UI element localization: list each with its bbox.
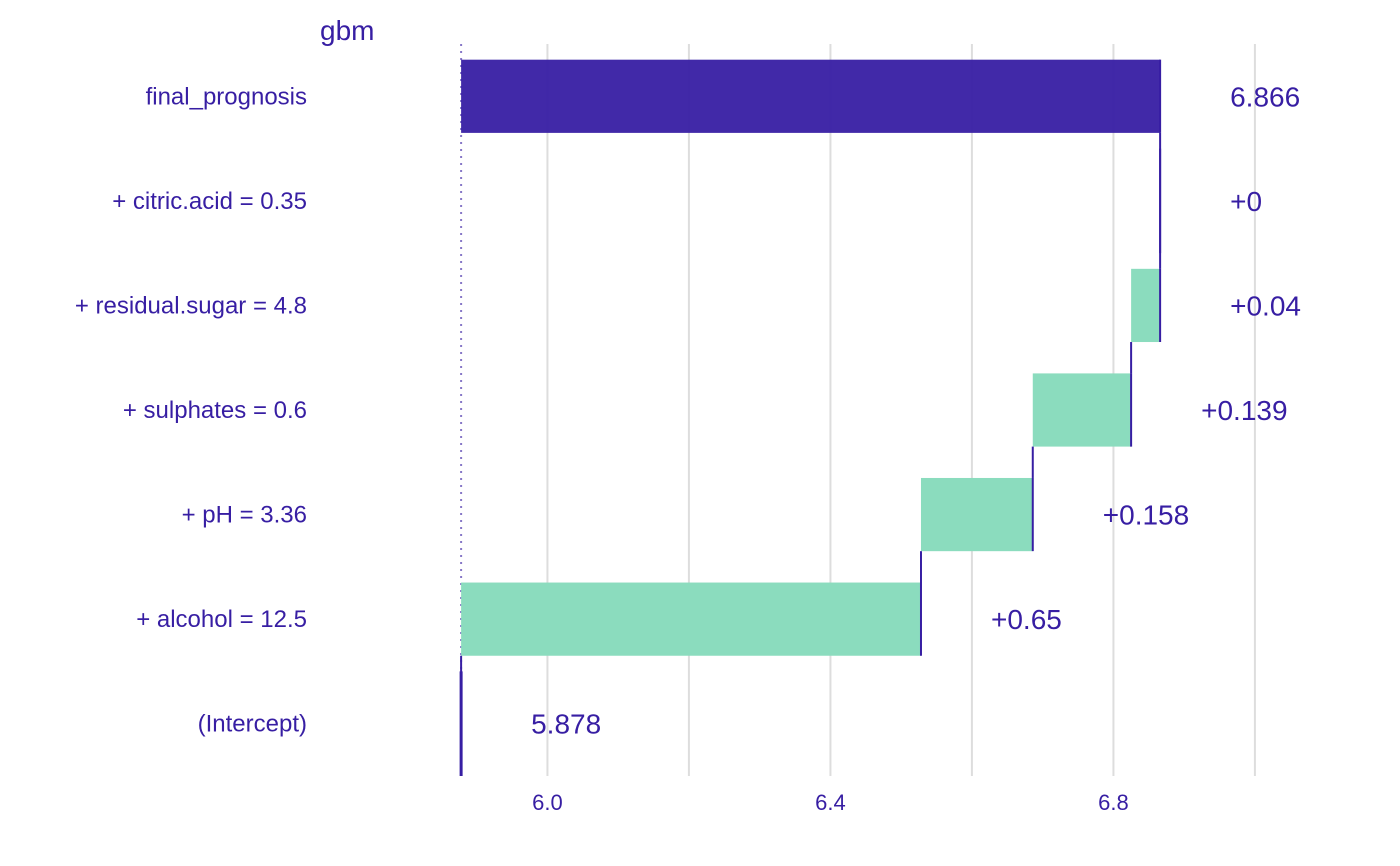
value-label-0: 6.866	[1230, 81, 1300, 112]
value-label-4: +0.158	[1103, 500, 1189, 531]
connectors-group	[460, 132, 1162, 776]
bar-2	[1131, 268, 1161, 343]
bars-group	[459, 59, 1162, 776]
grid-lines	[546, 44, 1256, 776]
row-label-1: + citric.acid = 0.35	[112, 188, 307, 215]
bar-4	[920, 477, 1033, 552]
value-labels-group: 6.866 +0 +0.04 +0.139 +0.158 +0.65 5.878	[531, 81, 1301, 739]
row-label-3: + sulphates = 0.6	[123, 397, 307, 424]
x-tick-labels-group: 6.0 6.4 6.8	[532, 790, 1129, 815]
chart-title: gbm	[320, 15, 374, 46]
value-label-5: +0.65	[991, 604, 1062, 635]
bar-0	[461, 59, 1161, 133]
value-label-3: +0.139	[1201, 395, 1287, 426]
value-label-6: 5.878	[531, 709, 601, 740]
value-label-2: +0.04	[1230, 290, 1301, 321]
row-label-5: + alcohol = 12.5	[136, 606, 307, 633]
row-label-2: + residual.sugar = 4.8	[75, 292, 307, 319]
bar-3	[1032, 373, 1132, 447]
x-tick-label-2: 6.8	[1098, 790, 1129, 815]
x-tick-label-1: 6.4	[815, 790, 846, 815]
x-tick-label-0: 6.0	[532, 790, 563, 815]
row-label-0: final_prognosis	[146, 83, 307, 110]
row-labels-group: final_prognosis + citric.acid = 0.35 + res…	[75, 83, 307, 737]
row-label-6: (Intercept)	[198, 711, 307, 738]
row-label-4: + pH = 3.36	[182, 502, 307, 529]
value-label-1: +0	[1230, 186, 1262, 217]
bar-5	[461, 582, 921, 656]
